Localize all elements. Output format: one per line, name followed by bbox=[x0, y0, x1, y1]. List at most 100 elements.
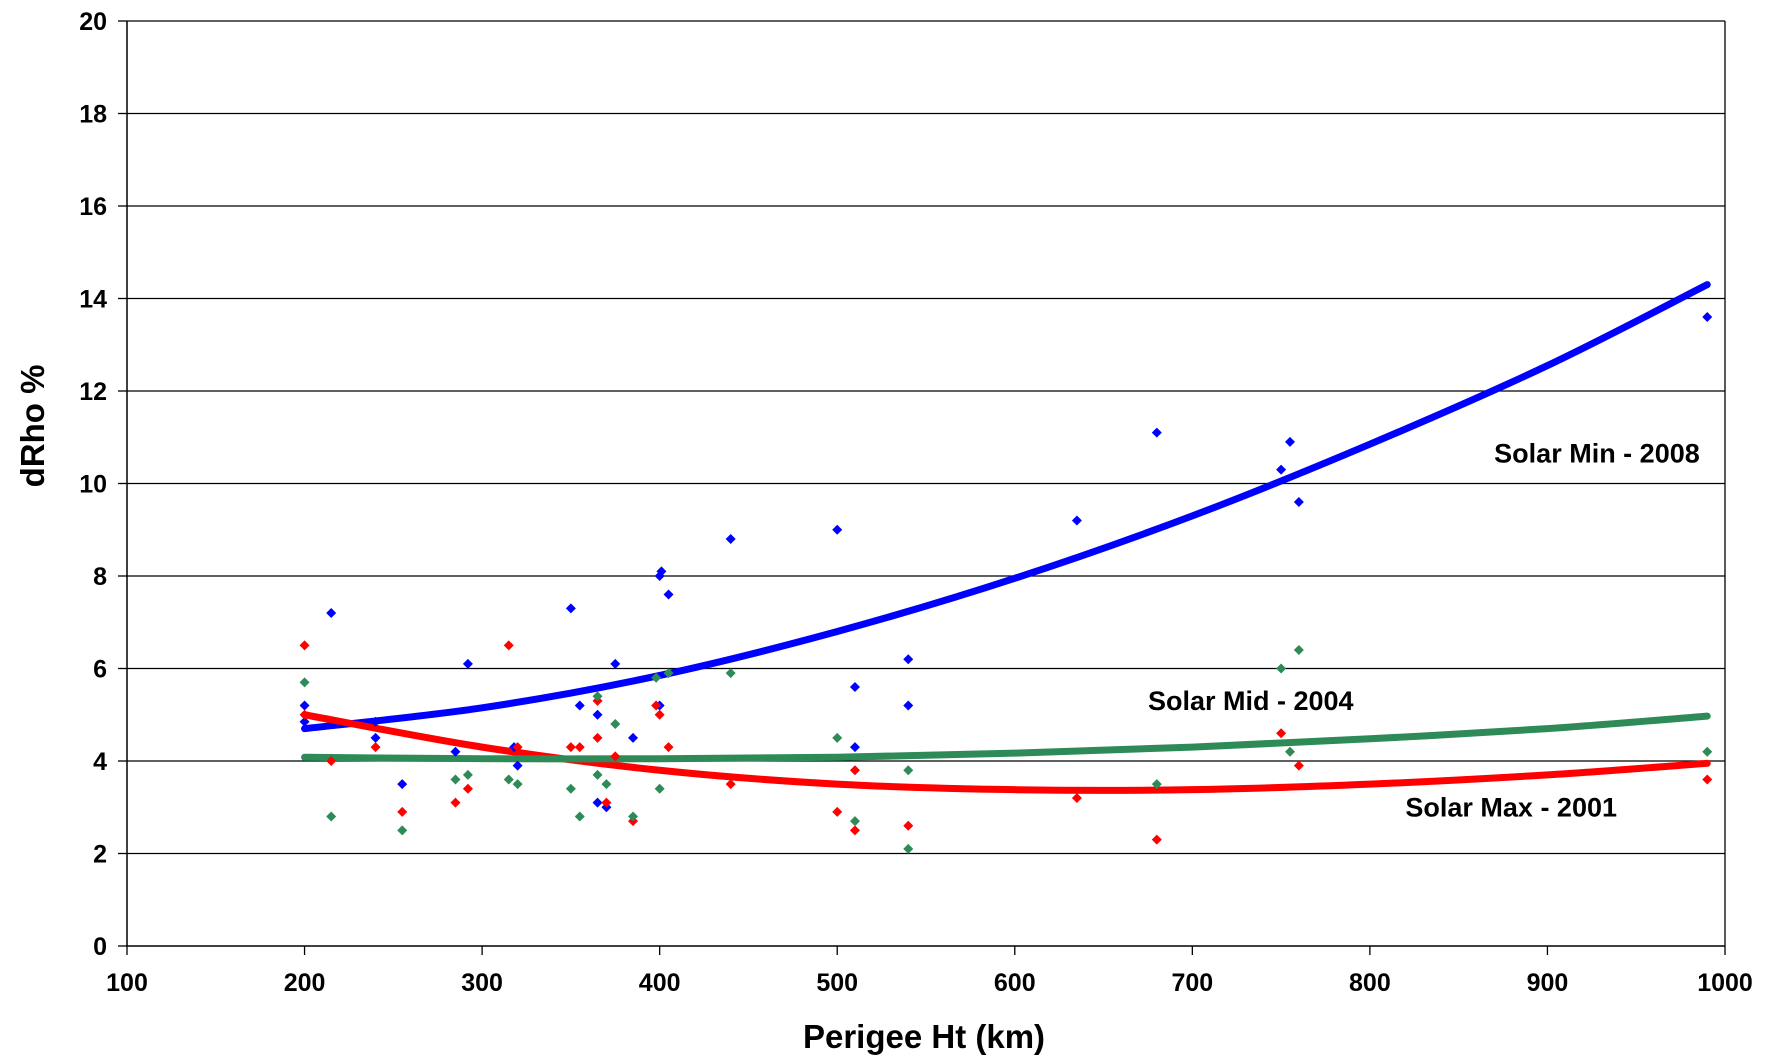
data-point-series-2 bbox=[592, 691, 603, 702]
data-point-series-0 bbox=[849, 682, 860, 692]
data-point-series-1 bbox=[1276, 728, 1287, 739]
trend-line-2 bbox=[301, 712, 1711, 763]
data-point-series-0 bbox=[397, 779, 408, 790]
x-tick-label: 600 bbox=[994, 969, 1036, 997]
data-point-series-1 bbox=[462, 783, 473, 794]
data-point-series-0 bbox=[370, 732, 381, 743]
data-point-series-2 bbox=[1293, 645, 1304, 655]
data-point-series-1 bbox=[574, 742, 585, 753]
data-point-series-1 bbox=[610, 751, 621, 762]
data-point-series-1 bbox=[503, 640, 514, 651]
data-point-series-0 bbox=[628, 732, 639, 743]
data-point-series-1 bbox=[903, 820, 914, 831]
data-point-series-1 bbox=[1702, 774, 1713, 785]
data-point-series-0 bbox=[565, 603, 576, 614]
trend-line-0 bbox=[301, 281, 1711, 733]
data-point-series-0 bbox=[574, 700, 585, 711]
data-point-series-0 bbox=[903, 700, 914, 711]
data-point-series-2 bbox=[574, 811, 585, 822]
x-tick-label: 200 bbox=[284, 969, 326, 997]
data-point-series-1 bbox=[1071, 793, 1082, 803]
data-point-series-1 bbox=[592, 732, 603, 743]
y-tick-label: 14 bbox=[79, 286, 107, 314]
data-point-series-2 bbox=[565, 783, 576, 794]
data-point-series-2 bbox=[512, 779, 523, 790]
data-point-series-0 bbox=[370, 716, 381, 727]
y-tick-label: 8 bbox=[93, 563, 107, 591]
data-point-series-1 bbox=[654, 709, 665, 720]
data-point-series-0 bbox=[592, 797, 603, 808]
data-point-series-2 bbox=[903, 843, 914, 854]
data-point-series-0 bbox=[1702, 312, 1713, 322]
data-point-series-1 bbox=[651, 700, 662, 711]
data-point-series-1 bbox=[370, 742, 381, 753]
data-point-series-0 bbox=[610, 658, 621, 669]
data-point-series-0 bbox=[1293, 497, 1304, 507]
data-point-series-2 bbox=[592, 769, 603, 780]
data-point-series-1 bbox=[725, 779, 736, 790]
data-point-series-2 bbox=[849, 816, 860, 827]
data-point-series-1 bbox=[849, 765, 860, 776]
data-point-series-2 bbox=[1702, 746, 1713, 757]
data-point-series-0 bbox=[299, 716, 310, 727]
y-tick-label: 18 bbox=[79, 101, 107, 129]
x-axis-title: Perigee Ht (km) bbox=[803, 1018, 1045, 1055]
data-point-series-2 bbox=[299, 677, 310, 688]
data-point-series-0 bbox=[592, 709, 603, 720]
data-point-series-2 bbox=[397, 825, 408, 836]
data-point-series-1 bbox=[299, 709, 310, 720]
data-point-series-0 bbox=[299, 700, 310, 711]
x-tick-label: 500 bbox=[816, 969, 858, 997]
data-point-series-1 bbox=[832, 806, 843, 817]
series-annotations: Solar Min - 2008 Solar Mid - 2004 Solar Ma… bbox=[1148, 439, 1700, 823]
series-annotation: Solar Mid - 2004 bbox=[1148, 686, 1354, 716]
y-tick-label: 6 bbox=[93, 656, 107, 684]
data-point-series-2 bbox=[725, 668, 736, 679]
data-point-series-2 bbox=[628, 811, 639, 822]
data-point-series-2 bbox=[651, 672, 662, 683]
y-tick-label: 12 bbox=[79, 378, 107, 406]
x-tick-label: 300 bbox=[461, 969, 503, 997]
trend-line-1 bbox=[301, 711, 1711, 794]
data-points bbox=[299, 312, 1713, 854]
y-tick-label: 20 bbox=[79, 8, 107, 36]
data-point-series-2 bbox=[610, 719, 621, 729]
data-point-series-2 bbox=[654, 783, 665, 794]
y-axis-title: dRho % bbox=[14, 365, 51, 488]
x-tick-label: 800 bbox=[1349, 969, 1391, 997]
data-point-series-1 bbox=[1293, 760, 1304, 771]
data-point-series-0 bbox=[1071, 515, 1082, 526]
data-point-series-0 bbox=[656, 566, 667, 577]
data-point-series-1 bbox=[663, 742, 674, 753]
data-point-series-0 bbox=[512, 760, 523, 771]
data-point-series-2 bbox=[1276, 663, 1287, 674]
trend-lines bbox=[301, 281, 1711, 794]
data-point-series-1 bbox=[299, 640, 310, 651]
data-point-series-0 bbox=[849, 742, 860, 753]
data-point-series-0 bbox=[450, 746, 461, 757]
data-point-series-0 bbox=[1284, 436, 1295, 447]
data-point-series-2 bbox=[450, 774, 461, 785]
data-point-series-2 bbox=[326, 811, 337, 822]
y-tick-label: 10 bbox=[79, 471, 107, 499]
data-point-series-2 bbox=[1284, 746, 1295, 757]
data-point-series-0 bbox=[725, 534, 736, 544]
data-point-series-2 bbox=[832, 732, 843, 743]
data-point-series-1 bbox=[397, 806, 408, 817]
data-point-series-0 bbox=[1276, 464, 1287, 475]
y-tick-label: 4 bbox=[93, 748, 107, 776]
data-point-series-1 bbox=[326, 756, 337, 766]
data-point-series-1 bbox=[450, 797, 461, 808]
x-tick-label: 1000 bbox=[1697, 969, 1753, 997]
data-point-series-2 bbox=[462, 769, 473, 780]
data-point-series-2 bbox=[601, 779, 612, 790]
data-point-series-2 bbox=[663, 668, 674, 679]
series-annotation: Solar Min - 2008 bbox=[1494, 439, 1700, 469]
x-tick-label: 900 bbox=[1527, 969, 1569, 997]
data-point-series-1 bbox=[565, 742, 576, 753]
data-point-series-0 bbox=[326, 608, 337, 618]
y-tick-label: 2 bbox=[93, 841, 107, 869]
x-tick-label: 700 bbox=[1171, 969, 1213, 997]
data-point-series-0 bbox=[832, 524, 843, 535]
